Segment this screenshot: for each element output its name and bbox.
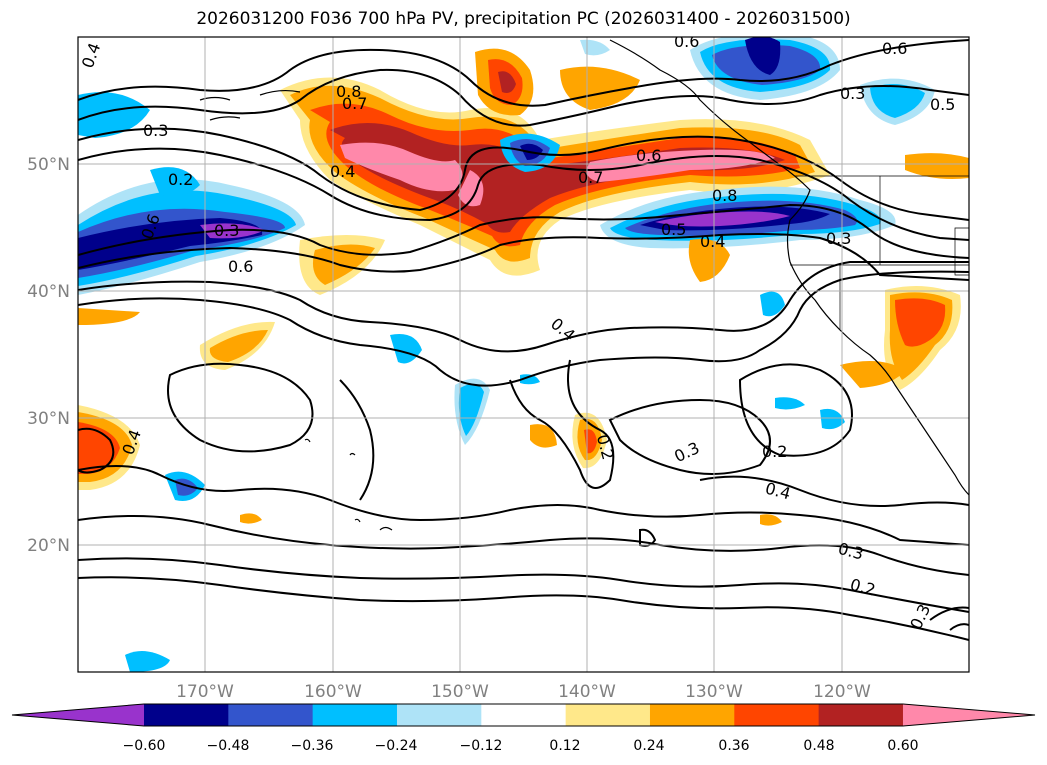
lon-tick-label: 170°W	[176, 682, 234, 702]
contour-label: 0.6	[674, 32, 699, 51]
lon-tick-label: 160°W	[304, 682, 362, 702]
colorbar-segment	[396, 704, 482, 726]
colorbar-tick-label: 0.24	[633, 738, 664, 754]
contour-label: 0.8	[712, 186, 737, 205]
colorbar-segment	[649, 704, 735, 726]
coastline-layer	[199, 39, 969, 531]
colorbar-segment	[481, 704, 567, 726]
contour-label: 0.3	[143, 121, 168, 140]
colorbar-tick-label: −0.24	[375, 738, 418, 754]
lon-tick-label: 130°W	[685, 682, 743, 702]
contour-label: 0.7	[578, 168, 603, 187]
colorbar-tick-label: 0.60	[887, 738, 918, 754]
lat-tick-label: 40°N	[27, 282, 70, 302]
colorbar-tick-label: −0.48	[207, 738, 250, 754]
contour-label: 0.6	[882, 39, 907, 58]
lat-tick-label: 20°N	[27, 536, 70, 556]
contour-label: 0.6	[228, 257, 253, 276]
colorbar-extend-high	[902, 704, 1035, 726]
colorbar	[11, 703, 1036, 727]
contour-label: 0.4	[763, 478, 793, 503]
colorbar-tick-label: 0.36	[718, 738, 749, 754]
contour-label: 0.5	[930, 95, 955, 114]
contour-label: 0.3	[214, 221, 239, 240]
colorbar-segment	[228, 704, 314, 726]
colorbar-extend-low	[12, 704, 144, 726]
map-content: 0.4 0.6 0.6 0.3 0.5 0.8 0.7 0.3 0.2 0.4 …	[78, 32, 969, 672]
contour-label: 0.2	[168, 170, 193, 189]
colorbar-segment	[818, 704, 904, 726]
colorbar-tick-label: 0.48	[803, 738, 834, 754]
map-frame	[77, 36, 970, 673]
colorbar-tick-label: −0.12	[460, 738, 503, 754]
colorbar-segment	[565, 704, 651, 726]
chart-title: 2026031200 F036 700 hPa PV, precipitatio…	[196, 9, 851, 29]
longitude-axis: 170°W 160°W 150°W 140°W 130°W 120°W	[176, 682, 871, 702]
lon-tick-label: 150°W	[431, 682, 489, 702]
colorbar-segment	[312, 704, 398, 726]
contour-label: 0.5	[661, 220, 686, 239]
colorbar-segment	[144, 704, 229, 726]
lat-tick-label: 30°N	[27, 409, 70, 429]
lon-tick-label: 140°W	[558, 682, 616, 702]
contour-label: 0.7	[342, 94, 367, 113]
contour-label: 0.8	[336, 82, 361, 101]
contour-label: 0.4	[330, 162, 355, 181]
contour-label: 0.3	[840, 84, 865, 103]
contour-label: 0.2	[762, 442, 787, 461]
contour-label: 0.4	[700, 232, 725, 251]
precip-fill-layer	[78, 37, 969, 672]
gridlines	[78, 37, 969, 672]
contour-label: 0.3	[836, 539, 866, 564]
contour-label: 0.3	[826, 229, 851, 248]
contour-label: 0.3	[671, 438, 702, 466]
latitude-axis: 50°N 40°N 30°N 20°N	[27, 155, 70, 556]
contour-label: 0.4	[78, 40, 105, 70]
contour-label: 0.2	[848, 575, 878, 600]
colorbar-ticks: −0.60 −0.48 −0.36 −0.24 −0.12 0.12 0.24 …	[123, 738, 919, 754]
colorbar-tick-label: −0.60	[123, 738, 166, 754]
contour-label: 0.4	[547, 314, 579, 345]
border-layer	[790, 175, 969, 330]
colorbar-outline	[11, 703, 1036, 727]
lat-tick-label: 50°N	[27, 155, 70, 175]
lon-tick-label: 120°W	[813, 682, 871, 702]
contour-label: 0.6	[636, 146, 661, 165]
colorbar-tick-label: −0.36	[291, 738, 334, 754]
colorbar-tick-label: 0.12	[549, 738, 580, 754]
colorbar-segment	[734, 704, 820, 726]
